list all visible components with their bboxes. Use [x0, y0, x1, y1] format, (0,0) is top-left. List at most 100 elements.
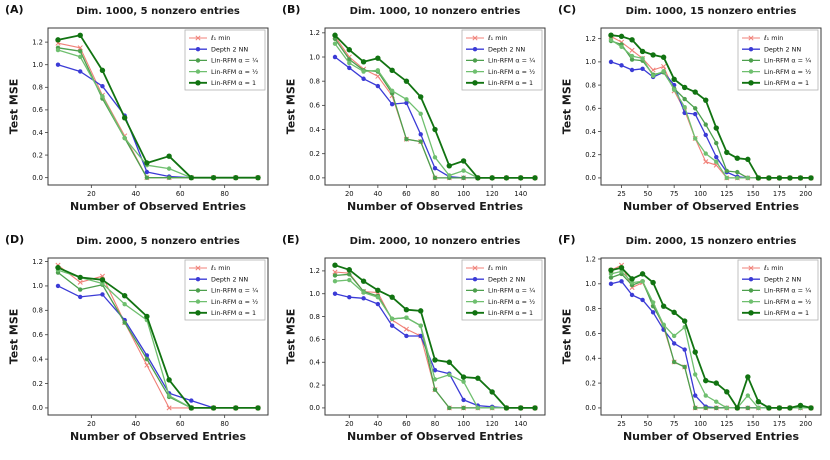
y-tick-label: 0.8	[32, 307, 43, 315]
legend-label: Depth 2 NN	[211, 275, 248, 283]
x-tick-label: 100	[457, 420, 470, 428]
legend: ℓ₁ min Depth 2 NN Lin-RFM α = ¼ Lin-RFM α =…	[461, 29, 543, 91]
x-tick-label: 25	[617, 420, 626, 428]
panel-title: Dim. 1000, 15 nonzero entries	[625, 6, 797, 17]
x-axis-label: Number of Observed Entries	[346, 430, 524, 443]
y-tick-label: 0.6	[32, 331, 43, 339]
x-tick-label: 140	[514, 190, 527, 198]
plot-frame	[600, 257, 822, 416]
legend-label: Lin-RFM α = 1	[764, 79, 809, 87]
subplot-a: (A) Dim. 1000, 5 nonzero entries Test MS…	[0, 0, 277, 230]
y-tick-label: 1.0	[32, 282, 43, 290]
x-tick-label: 175	[773, 190, 786, 198]
panel-label: (B)	[282, 3, 301, 16]
x-axis-label: Number of Observed Entries	[622, 430, 800, 443]
subplot-f: (F) Dim. 2000, 15 nonzero entries Test M…	[553, 230, 830, 460]
legend-label: Depth 2 NN	[764, 275, 801, 283]
x-tick-label: 100	[694, 190, 707, 198]
legend-label: Depth 2 NN	[211, 45, 248, 53]
legend-label: ℓ₁ min	[488, 34, 507, 42]
x-tick-label: 100	[457, 190, 470, 198]
x-tick-label: 50	[644, 420, 653, 428]
panel-title: Dim. 2000, 15 nonzero entries	[625, 236, 797, 247]
y-tick-label: 0.8	[309, 77, 320, 85]
legend-label: Lin-RFM α = ½	[488, 68, 535, 76]
legend-label: Lin-RFM α = ¼	[211, 287, 258, 295]
y-tick-label: 0.2	[32, 151, 43, 159]
y-tick-label: 0.0	[585, 404, 596, 412]
y-tick-label: 1.2	[309, 267, 320, 275]
x-tick-label: 50	[644, 190, 653, 198]
y-tick-label: 0.2	[585, 151, 596, 159]
legend-label: Lin-RFM α = ½	[211, 68, 258, 76]
y-tick-label: 0.4	[32, 355, 43, 363]
legend-label: Lin-RFM α = ¼	[488, 287, 535, 295]
y-tick-label: 0.0	[585, 174, 596, 182]
x-tick-label: 75	[670, 190, 679, 198]
legend-label: Lin-RFM α = 1	[764, 309, 809, 317]
panel-title: Dim. 1000, 5 nonzero entries	[76, 6, 240, 17]
y-tick-label: 1.0	[309, 53, 320, 61]
x-tick-label: 20	[87, 190, 96, 198]
y-axis-label: Test MSE	[560, 78, 574, 135]
series-line	[332, 262, 538, 411]
legend-label: ℓ₁ min	[488, 264, 507, 272]
x-tick-label: 25	[617, 190, 626, 198]
x-tick-label: 125	[720, 420, 733, 428]
y-tick-label: 1.2	[32, 38, 43, 46]
x-axis-label: Number of Observed Entries	[346, 200, 524, 213]
panel-title: Dim. 1000, 10 nonzero entries	[349, 6, 521, 17]
subplot-c: (C) Dim. 1000, 15 nonzero entries Test M…	[553, 0, 830, 230]
legend-label: Lin-RFM α = ¼	[211, 57, 258, 65]
y-tick-label: 0.4	[32, 129, 43, 137]
legend-label: Lin-RFM α = 1	[211, 79, 256, 87]
y-tick-label: 0.2	[32, 380, 43, 388]
plot-frame	[600, 27, 822, 186]
y-tick-label: 0.4	[585, 355, 596, 363]
legend-label: Lin-RFM α = ¼	[764, 57, 811, 65]
y-tick-label: 1.0	[585, 58, 596, 66]
y-tick-label: 0.4	[309, 126, 320, 134]
x-tick-label: 125	[720, 190, 733, 198]
legend-label: Lin-RFM α = 1	[488, 309, 533, 317]
legend-label: ℓ₁ min	[764, 34, 783, 42]
plot-frame	[47, 257, 269, 416]
panel-title: Dim. 2000, 10 nonzero entries	[349, 236, 521, 247]
panel-label: (C)	[558, 3, 577, 16]
x-tick-label: 80	[431, 190, 440, 198]
y-tick-label: 1.0	[32, 61, 43, 69]
legend-label: Lin-RFM α = ¼	[764, 287, 811, 295]
y-tick-label: 0.2	[585, 379, 596, 387]
series-line	[608, 264, 814, 411]
x-tick-label: 150	[747, 190, 760, 198]
y-tick-label: 0.0	[309, 174, 320, 182]
legend-label: Depth 2 NN	[488, 45, 525, 53]
y-axis-label: Test MSE	[560, 308, 574, 365]
x-tick-label: 120	[486, 420, 499, 428]
y-tick-label: 0.4	[585, 128, 596, 136]
y-tick-label: 0.8	[585, 81, 596, 89]
x-tick-label: 175	[773, 420, 786, 428]
y-tick-label: 0.6	[309, 336, 320, 344]
y-axis-label: Test MSE	[284, 78, 298, 135]
y-tick-label: 1.2	[309, 29, 320, 37]
panel-label: (F)	[558, 233, 576, 246]
y-tick-label: 0.6	[32, 106, 43, 114]
x-tick-label: 60	[176, 190, 185, 198]
subplot-b: (B) Dim. 1000, 10 nonzero entries Test M…	[277, 0, 554, 230]
x-tick-label: 200	[799, 190, 812, 198]
y-tick-label: 0.4	[309, 359, 320, 367]
x-tick-label: 20	[345, 420, 354, 428]
x-tick-label: 40	[374, 190, 383, 198]
y-tick-label: 1.0	[309, 290, 320, 298]
y-tick-label: 1.2	[585, 255, 596, 263]
plot-canvas: 25 50 75 100 125 150 175 200 0.0 0.2 0.4 0.6 0.8 1.0 1…	[585, 255, 822, 428]
panel-label: (A)	[5, 3, 24, 16]
x-axis-label: Number of Observed Entries	[69, 200, 247, 213]
x-tick-label: 60	[402, 420, 411, 428]
y-tick-label: 0.0	[32, 174, 43, 182]
x-axis-label: Number of Observed Entries	[69, 430, 247, 443]
y-tick-label: 1.2	[585, 35, 596, 43]
plot-canvas: 20 40 60 80 100 120 140 0.0 0.2 0.4 0.6 0.8 1.0 1.2 ℓ₁…	[309, 27, 546, 198]
